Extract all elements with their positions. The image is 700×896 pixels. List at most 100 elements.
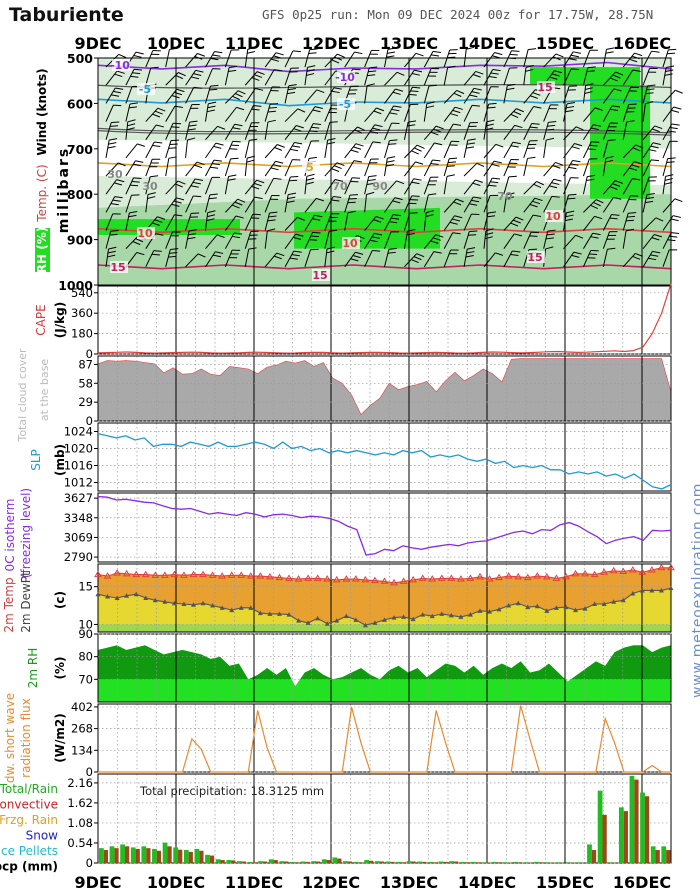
dewpt-marker — [458, 614, 464, 619]
wind-barb-staff — [244, 231, 252, 249]
wind-barb-feather — [314, 106, 323, 109]
day-label-bottom: 15DEC — [536, 873, 594, 892]
wind-barb-feather — [368, 70, 377, 73]
cloud-area — [97, 358, 672, 422]
wind-barb-staff — [224, 198, 238, 213]
wind-barb-feather — [593, 124, 602, 127]
wind-barb-feather — [326, 250, 335, 254]
wind-barb-feather — [327, 137, 336, 141]
wind-barb-feather — [515, 216, 524, 221]
wind-barb-feather — [396, 180, 405, 185]
wind-barb-staff — [403, 87, 413, 104]
temp-marker — [94, 570, 102, 578]
precip-bar-total — [300, 861, 306, 863]
wind-barb-feather — [567, 197, 576, 200]
precip-bar-total — [618, 807, 624, 863]
wind-barb-feather — [312, 231, 321, 234]
day-label-top: 15DEC — [536, 34, 594, 53]
wind-barb — [244, 179, 265, 195]
day-label-top: 9DEC — [74, 34, 121, 53]
wind-barb-feather — [528, 48, 537, 51]
wind-barb-feather — [133, 177, 142, 179]
temp-marker — [371, 576, 379, 584]
dewpt-marker — [200, 600, 206, 606]
wind-barb — [582, 83, 594, 104]
wind-barb-feather — [510, 253, 519, 256]
wind-barb-staff — [284, 108, 299, 122]
slp-label: SLP — [29, 449, 43, 471]
wind-barb-staff — [423, 251, 435, 268]
wind-barb — [642, 193, 655, 213]
wind-barb-feather — [134, 68, 143, 71]
wind-barb — [642, 125, 663, 141]
wind-barb-feather — [392, 214, 401, 217]
wind-barb-staff — [185, 230, 190, 249]
wind-barb — [105, 70, 125, 86]
wind-barb-feather — [111, 121, 120, 124]
slp-tick-label: 1012 — [64, 476, 93, 490]
wind-barb-feather — [432, 159, 441, 162]
wind-barb-feather — [670, 218, 679, 222]
iso-label-2: (freezing level) — [19, 488, 33, 578]
wind-barb — [583, 107, 603, 122]
precip-bar-total — [130, 847, 136, 863]
wind-barb-staff — [463, 122, 471, 140]
wind-barb — [344, 160, 362, 177]
wind-barb-feather — [430, 131, 439, 136]
wind-barb-feather — [591, 141, 600, 143]
temp-marker — [151, 571, 160, 578]
wind-barb-staff — [185, 104, 193, 122]
wind-barb-feather — [571, 254, 580, 258]
wind-barb-feather — [413, 256, 422, 261]
wind-barb — [622, 252, 643, 268]
wind-barb-feather — [467, 138, 476, 141]
precip-bar-convective — [602, 814, 607, 863]
wind-barb-feather — [471, 91, 480, 94]
dewpt-marker — [95, 591, 101, 597]
precip-bar-total — [162, 842, 168, 863]
wind-barb — [602, 71, 624, 86]
wind-barb-staff — [523, 158, 528, 177]
wind-barb-staff — [284, 125, 297, 141]
contour-label: 5 — [306, 161, 314, 174]
wind-barb — [105, 87, 124, 104]
wind-barb — [284, 175, 299, 195]
contour-label-bg — [112, 58, 130, 71]
dewpt-marker — [286, 612, 292, 617]
wind-barb-feather — [566, 105, 575, 109]
wind-barb-staff — [304, 214, 315, 231]
wind-barb-feather — [188, 124, 197, 127]
rh2m-unit: (%) — [53, 657, 67, 680]
wind-barb-feather — [287, 91, 296, 95]
wind-barb-feather — [135, 238, 144, 243]
wind-barb — [523, 214, 541, 231]
wind-barb-feather — [133, 54, 142, 58]
temp-marker — [275, 573, 284, 581]
wind-barb-staff — [662, 249, 670, 268]
wind-barb-feather — [331, 90, 340, 94]
wind-barb — [523, 140, 538, 159]
precip-bar-convective — [178, 849, 183, 863]
wind-barb-feather — [546, 233, 555, 236]
wind-barb — [224, 215, 244, 231]
wind-barb-feather — [375, 216, 384, 220]
dewpt2m-label: 2m DewPt — [19, 571, 33, 633]
wind-barb-feather — [253, 182, 262, 187]
wind-barb — [185, 178, 204, 195]
temp-marker — [103, 572, 112, 579]
wind-barb-feather — [312, 109, 321, 113]
wind-barb-feather — [270, 167, 279, 171]
wind-barb-staff — [543, 231, 549, 249]
wind-barb-feather — [126, 127, 135, 131]
wind-barb — [384, 88, 404, 104]
wind-barb-staff — [304, 140, 312, 159]
wind-barb-staff — [582, 250, 592, 268]
wind-barb-feather — [611, 105, 621, 108]
wind-barb-feather — [651, 50, 660, 53]
wind-barb-feather — [154, 219, 163, 223]
wind-barb-feather — [112, 199, 121, 202]
wind-barb-feather — [168, 255, 177, 258]
wind-barb-feather — [512, 250, 521, 253]
wind-barb-feather — [348, 197, 357, 200]
wind-barb-staff — [622, 69, 634, 86]
